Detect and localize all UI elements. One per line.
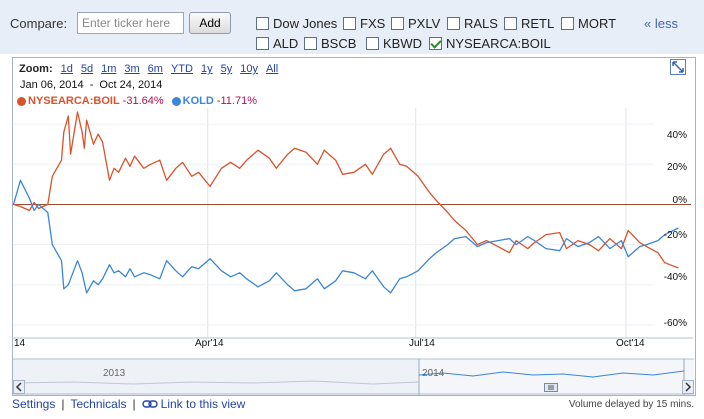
- x-tick-label: Apr'14: [195, 338, 224, 349]
- zoom-3m[interactable]: 3m: [124, 63, 140, 75]
- chart-frame: [12, 57, 696, 396]
- legend-change-boil: -31.64%: [122, 95, 164, 107]
- x-edge-label: 14: [14, 338, 26, 349]
- separator: |: [132, 397, 136, 411]
- checkbox[interactable]: [561, 16, 574, 30]
- checkbox[interactable]: [504, 16, 517, 30]
- navigator-graphic: [13, 353, 694, 395]
- zoom-5y[interactable]: 5y: [220, 63, 233, 75]
- link-icon: [141, 400, 158, 408]
- expand-icon: [672, 61, 684, 73]
- legend-symbol-boil[interactable]: NYSEARCA:BOIL: [28, 95, 120, 107]
- compare-option-dow-jones[interactable]: Dow Jones: [256, 14, 337, 32]
- zoom-bar: Zoom: 1d 5d 1m 3m 6m YTD 1y 5y 10y All: [19, 62, 286, 76]
- x-tick-label: Jul'14: [409, 338, 435, 349]
- compare-option-fxs[interactable]: FXS: [343, 14, 385, 32]
- chart-legend: NYSEARCA:BOIL -31.64% KOLD -11.71%: [17, 95, 265, 107]
- series-color-dot: [171, 96, 181, 106]
- add-button[interactable]: Add: [189, 12, 231, 34]
- zoom-all[interactable]: All: [265, 63, 279, 75]
- compare-option-mort[interactable]: MORT: [561, 14, 616, 32]
- compare-option-retl[interactable]: RETL: [504, 14, 554, 32]
- scroll-right-button[interactable]: [682, 380, 694, 394]
- checkbox[interactable]: [391, 16, 404, 30]
- zoom-5d[interactable]: 5d: [80, 63, 94, 75]
- scroll-left-button[interactable]: [13, 380, 25, 394]
- ticker-input[interactable]: [77, 12, 184, 34]
- expand-chart-button[interactable]: [670, 59, 686, 75]
- legend-symbol-kold[interactable]: KOLD: [182, 95, 214, 107]
- checkbox[interactable]: [343, 16, 356, 30]
- plot-area[interactable]: [13, 108, 693, 356]
- compare-option-boil[interactable]: NYSEARCA:BOIL: [429, 34, 551, 52]
- zoom-1m[interactable]: 1m: [101, 63, 117, 75]
- checkbox[interactable]: [366, 36, 379, 50]
- nav-year-2013: 2013: [103, 368, 126, 379]
- navigator[interactable]: [13, 353, 694, 395]
- scroll-handle[interactable]: [544, 383, 558, 392]
- checkbox[interactable]: [304, 36, 317, 50]
- series-color-dot: [17, 96, 26, 106]
- legend-change-kold: -11.71%: [216, 95, 257, 107]
- compare-option-rals[interactable]: RALS: [447, 14, 498, 32]
- date-range: Jan 06, 2014 - Oct 24, 2014: [20, 79, 163, 91]
- checkbox[interactable]: [447, 16, 460, 30]
- delay-note: Volume delayed by 15 mins.: [568, 399, 694, 410]
- grip-icon: [548, 385, 554, 390]
- checkbox-checked[interactable]: [429, 36, 442, 50]
- y-tick-label: 0%: [672, 195, 687, 206]
- series-line-kold: [13, 179, 679, 294]
- nav-year-2014: 2014: [422, 368, 445, 379]
- y-tick-label: -60%: [663, 318, 687, 329]
- y-tick-label: -20%: [663, 230, 687, 241]
- zoom-10y[interactable]: 10y: [240, 63, 258, 75]
- checkbox[interactable]: [256, 36, 269, 50]
- settings-link[interactable]: Settings: [12, 397, 56, 411]
- compare-label: Compare:: [10, 16, 68, 31]
- zoom-6m[interactable]: 6m: [147, 63, 163, 75]
- less-link[interactable]: « less: [644, 16, 678, 31]
- arrow-left-icon: [15, 382, 22, 392]
- checkbox[interactable]: [256, 16, 269, 30]
- compare-option-kbwd[interactable]: KBWD: [366, 34, 422, 52]
- arrow-right-icon: [685, 382, 692, 392]
- compare-option-ald[interactable]: ALD: [256, 34, 298, 52]
- link-to-view[interactable]: Link to this view: [160, 397, 246, 411]
- compare-option-pxlv[interactable]: PXLV: [391, 14, 440, 32]
- technicals-link[interactable]: Technicals: [70, 397, 127, 411]
- compare-option-bscb[interactable]: BSCB: [304, 34, 356, 52]
- footer: Settings | Technicals | Link to this vie…: [12, 397, 245, 411]
- x-tick-label: Oct'14: [616, 338, 645, 349]
- zoom-1d[interactable]: 1d: [60, 63, 73, 75]
- zoom-ytd[interactable]: YTD: [170, 63, 193, 75]
- zoom-1y[interactable]: 1y: [200, 63, 213, 75]
- y-tick-label: -40%: [663, 272, 687, 283]
- y-tick-label: 20%: [666, 162, 687, 173]
- separator: |: [61, 397, 65, 411]
- y-tick-label: 40%: [666, 130, 687, 141]
- zoom-label: Zoom:: [19, 63, 53, 75]
- series-line-boil: [13, 111, 679, 269]
